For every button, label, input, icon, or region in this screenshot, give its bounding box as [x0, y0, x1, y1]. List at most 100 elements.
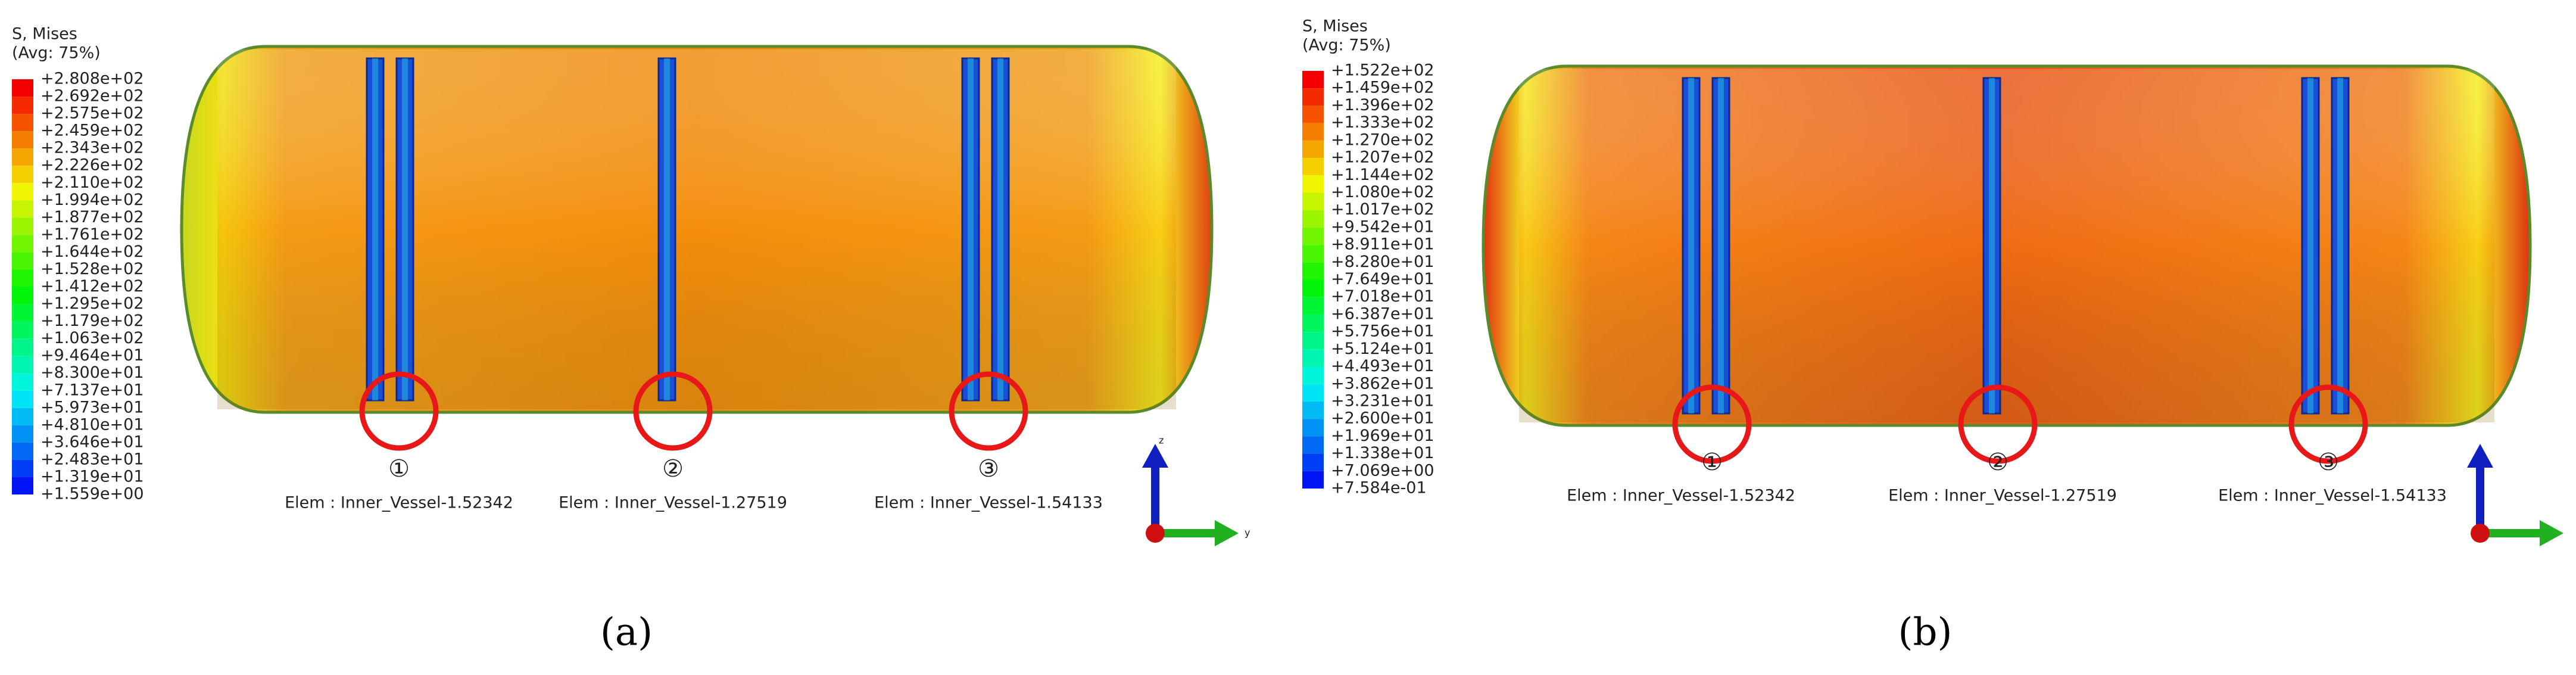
- legend-value: +1.080e+02: [1331, 183, 1434, 201]
- highlight-circle: [1958, 384, 2038, 464]
- marker-label: ③: [2318, 449, 2339, 476]
- legend-value: +4.810e+01: [40, 415, 144, 434]
- highlight-circle: [2288, 384, 2368, 464]
- legend-swatch: [12, 269, 33, 287]
- legend-swatch: [12, 131, 33, 149]
- legend-value: +1.319e+01: [40, 467, 144, 486]
- support-ring-edge: [968, 58, 974, 400]
- support-ring-edge: [2337, 78, 2343, 413]
- legend-title: (Avg: 75%): [1302, 36, 1391, 55]
- legend-value: +1.877e+02: [40, 208, 144, 226]
- legend-value: +3.646e+01: [40, 433, 144, 451]
- legend-swatch: [12, 425, 33, 443]
- legend-swatch: [1302, 210, 1324, 228]
- support-ring-edge: [997, 58, 1003, 400]
- legend-swatch: [1302, 297, 1324, 315]
- legend-swatch: [12, 408, 33, 425]
- legend-swatch: [1302, 88, 1324, 106]
- axis-y-head: [2540, 520, 2563, 546]
- element-label: Elem : Inner_Vessel-1.54133: [2218, 487, 2447, 505]
- legend-swatch: [1302, 366, 1324, 384]
- legend-value: +1.270e+02: [1331, 130, 1434, 149]
- legend-swatch: [1302, 71, 1324, 89]
- highlight-circle: [633, 371, 713, 451]
- legend-swatch: [1302, 227, 1324, 245]
- legend-value: +1.207e+02: [1331, 148, 1434, 167]
- legend-title: S, Mises: [12, 25, 77, 43]
- legend-swatch: [12, 356, 33, 374]
- legend-value: +2.110e+02: [40, 173, 144, 192]
- legend-value: +8.300e+01: [40, 363, 144, 382]
- legend-value: +1.179e+02: [40, 312, 144, 330]
- legend-value: +1.396e+02: [1331, 96, 1434, 114]
- legend-value: +3.862e+01: [1331, 374, 1434, 393]
- legend-value: +5.973e+01: [40, 398, 144, 416]
- legend-value: +2.483e+01: [40, 450, 144, 468]
- legend-value: +8.911e+01: [1331, 235, 1434, 254]
- legend-value: +7.018e+01: [1331, 287, 1434, 306]
- element-label: Elem : Inner_Vessel-1.27519: [559, 494, 787, 512]
- legend-value: +1.522e+02: [1331, 61, 1434, 80]
- element-label: Elem : Inner_Vessel-1.54133: [874, 494, 1103, 512]
- legend-value: +1.459e+02: [1331, 79, 1434, 97]
- legend-swatch: [1302, 175, 1324, 193]
- legend-swatch: [12, 235, 33, 253]
- element-label: Elem : Inner_Vessel-1.27519: [1888, 487, 2117, 505]
- legend-swatch: [1302, 332, 1324, 350]
- legend-value: +1.338e+01: [1331, 444, 1434, 462]
- legend-value: +9.464e+01: [40, 346, 144, 365]
- panel: S, Mises(Avg: 75%)+2.808e+02+2.692e+02+2…: [12, 25, 1250, 655]
- legend-swatch: [12, 390, 33, 408]
- legend-swatch: [12, 252, 33, 270]
- legend-swatch: [1302, 245, 1324, 263]
- legend-swatch: [1302, 349, 1324, 367]
- legend-value: +6.387e+01: [1331, 304, 1434, 323]
- axis-label: z: [1159, 435, 1164, 446]
- marker-label: ②: [1987, 449, 2009, 476]
- marker-label: ②: [662, 455, 684, 483]
- highlight-circle: [1672, 384, 1752, 464]
- legend-value: +4.493e+01: [1331, 357, 1434, 375]
- caption: (a): [600, 611, 653, 655]
- legend-swatch: [1302, 262, 1324, 280]
- legend-value: +1.994e+02: [40, 191, 144, 209]
- support-ring-edge: [1688, 78, 1694, 413]
- legend-swatch: [12, 166, 33, 183]
- legend-swatch: [1302, 105, 1324, 123]
- marker-label: ①: [388, 455, 410, 483]
- legend-swatch: [1302, 140, 1324, 158]
- legend-value: +1.644e+02: [40, 242, 144, 261]
- legend-value: +7.649e+01: [1331, 270, 1434, 288]
- highlight-circle: [949, 371, 1028, 451]
- legend-swatch: [1302, 471, 1324, 489]
- legend-swatch: [1302, 436, 1324, 454]
- legend-value: +7.069e+00: [1331, 461, 1434, 480]
- legend-title: (Avg: 75%): [12, 44, 101, 63]
- legend-swatch: [12, 338, 33, 356]
- legend-swatch: [12, 200, 33, 218]
- legend-swatch: [1302, 419, 1324, 437]
- legend-swatch: [12, 304, 33, 322]
- support-ring-edge: [402, 58, 408, 400]
- axis-y-head: [1215, 520, 1239, 546]
- axis-origin: [1146, 524, 1165, 543]
- legend-value: +1.969e+01: [1331, 427, 1434, 445]
- legend-swatch: [12, 79, 33, 97]
- legend-value: +2.343e+02: [40, 139, 144, 157]
- element-label: Elem : Inner_Vessel-1.52342: [285, 494, 513, 512]
- legend-value: +1.063e+02: [40, 329, 144, 347]
- vessel-shade: [217, 49, 1176, 409]
- legend-value: +1.144e+02: [1331, 166, 1434, 184]
- axis-label: y: [1245, 527, 1250, 539]
- caption: (b): [1898, 611, 1953, 655]
- legend-swatch: [1302, 158, 1324, 176]
- legend-swatch: [12, 477, 33, 494]
- legend-swatch: [1302, 123, 1324, 141]
- legend-swatch: [12, 321, 33, 339]
- legend-swatch: [1302, 384, 1324, 402]
- support-ring-edge: [1989, 78, 1995, 413]
- legend-swatch: [12, 442, 33, 460]
- legend-value: +1.528e+02: [40, 260, 144, 278]
- legend-value: +2.692e+02: [40, 87, 144, 105]
